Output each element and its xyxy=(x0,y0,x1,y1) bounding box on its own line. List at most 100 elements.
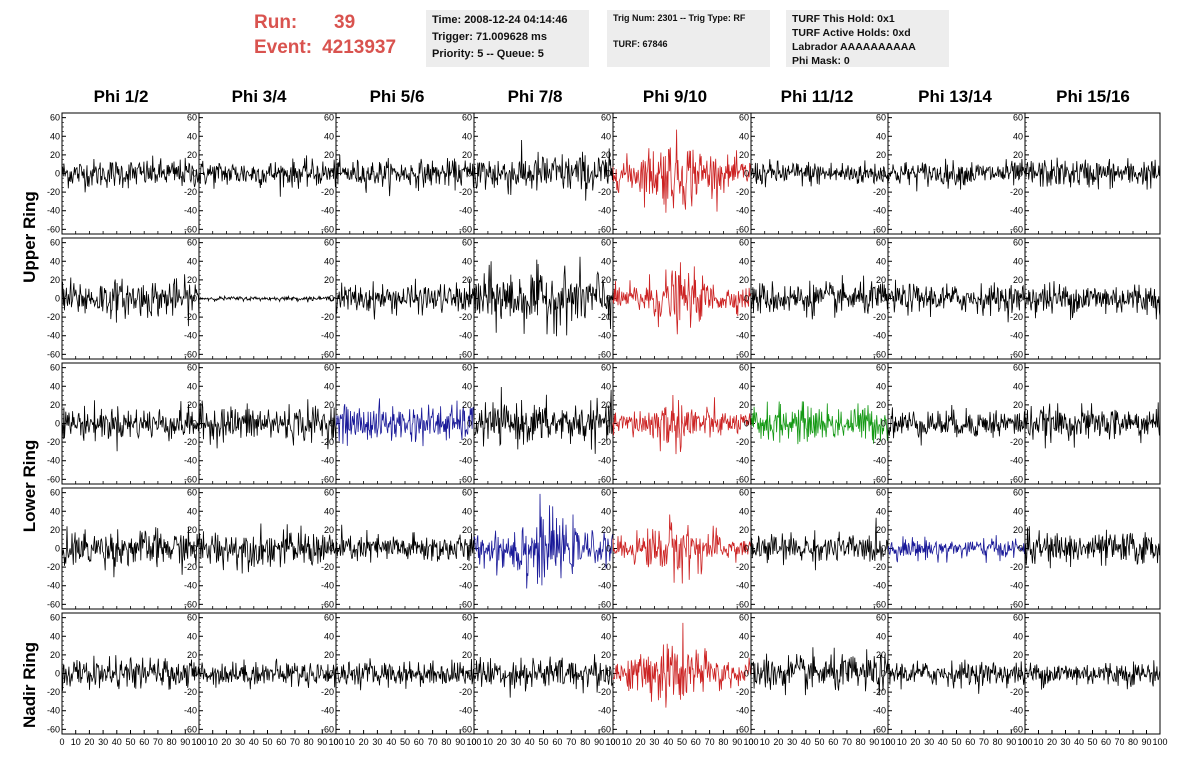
waveform-trace-r1c6 xyxy=(750,159,889,192)
waveform-trace-r1c4 xyxy=(473,139,614,201)
col-header-5: Phi 9/10 xyxy=(642,87,708,106)
x-tick-label: 40 xyxy=(525,737,535,747)
trig-info-box: Trig Num: 2301 -- Trig Type: RF TURF: 67… xyxy=(607,10,770,67)
x-tick-label: 90 xyxy=(455,737,465,747)
y-tick-label: 60 xyxy=(324,363,334,373)
y-tick-label: -20 xyxy=(459,187,472,197)
y-tick-label: 0 xyxy=(467,294,472,304)
y-tick-label: 60 xyxy=(50,113,60,123)
y-tick-label: 0 xyxy=(55,669,60,679)
waveform-trace-r5c1 xyxy=(61,655,200,691)
x-tick-label: 30 xyxy=(372,737,382,747)
y-tick-label: -20 xyxy=(321,562,334,572)
y-tick-label: 60 xyxy=(187,113,197,123)
x-tick-label: 70 xyxy=(566,737,576,747)
y-tick-label: -60 xyxy=(873,349,886,359)
run-event-block: Run: 39 Event: 4213937 xyxy=(254,10,396,60)
x-tick-label: 30 xyxy=(787,737,797,747)
y-tick-label: -60 xyxy=(873,474,886,484)
y-tick-label: -60 xyxy=(736,474,749,484)
x-tick-label: 70 xyxy=(290,737,300,747)
waveform-trace-r2c2 xyxy=(198,294,337,303)
x-tick-label: 40 xyxy=(112,737,122,747)
y-tick-label: 20 xyxy=(601,150,611,160)
y-tick-label: -20 xyxy=(1010,187,1023,197)
event-label: Event: xyxy=(254,37,313,58)
event-row: Event: 4213937 xyxy=(254,35,396,60)
x-tick-label: 90 xyxy=(1141,737,1151,747)
waveform-trace-r4c2 xyxy=(198,523,337,574)
y-tick-label: -20 xyxy=(47,562,60,572)
y-tick-label: 20 xyxy=(187,525,197,535)
waveform-trace-r4c5 xyxy=(612,514,752,584)
y-tick-label: -60 xyxy=(184,224,197,234)
col-header-4: Phi 7/8 xyxy=(507,87,563,106)
y-tick-label: -20 xyxy=(47,687,60,697)
x-tick-label: 40 xyxy=(386,737,396,747)
y-tick-label: -20 xyxy=(459,437,472,447)
x-tick-label: 70 xyxy=(842,737,852,747)
panel-frame-r5c7 xyxy=(887,612,1026,735)
x-tick-label: 40 xyxy=(1074,737,1084,747)
y-tick-label: -40 xyxy=(873,206,886,216)
y-tick-label: 20 xyxy=(50,525,60,535)
y-tick-label: -40 xyxy=(459,206,472,216)
y-tick-label: 0 xyxy=(881,544,886,554)
y-tick-label: 40 xyxy=(324,256,334,266)
y-tick-label: 0 xyxy=(881,669,886,679)
y-tick-label: 40 xyxy=(739,381,749,391)
x-tick-label: 80 xyxy=(441,737,451,747)
x-tick-label: 80 xyxy=(993,737,1003,747)
x-tick-label: 100 xyxy=(466,737,481,747)
waveform-trace-r2c5 xyxy=(612,262,752,335)
waveform-trace-r5c2 xyxy=(198,658,337,690)
x-tick-label: 100 xyxy=(1017,737,1032,747)
x-tick-label: 60 xyxy=(552,737,562,747)
y-tick-label: -60 xyxy=(184,599,197,609)
x-tick-label: 80 xyxy=(1128,737,1138,747)
y-tick-label: -20 xyxy=(184,437,197,447)
waveform-trace-r3c1 xyxy=(61,400,200,452)
y-tick-label: -60 xyxy=(321,724,334,734)
y-tick-label: 0 xyxy=(55,544,60,554)
y-tick-label: 0 xyxy=(192,544,197,554)
y-tick-label: 60 xyxy=(601,363,611,373)
x-tick-label: 100 xyxy=(328,737,343,747)
waveform-trace-r5c5 xyxy=(612,622,752,708)
x-tick-label: 30 xyxy=(511,737,521,747)
y-tick-label: 0 xyxy=(467,419,472,429)
run-label: Run: xyxy=(254,12,298,33)
col-header-8: Phi 15/16 xyxy=(1056,87,1130,106)
y-tick-label: -40 xyxy=(1010,456,1023,466)
y-tick-label: -40 xyxy=(873,456,886,466)
y-tick-label: -60 xyxy=(736,724,749,734)
y-tick-label: -60 xyxy=(321,224,334,234)
x-tick-label: 10 xyxy=(622,737,632,747)
y-tick-label: 40 xyxy=(601,506,611,516)
y-tick-label: 40 xyxy=(876,256,886,266)
y-tick-label: 40 xyxy=(1013,256,1023,266)
y-tick-label: -60 xyxy=(873,224,886,234)
waveform-trace-r5c7 xyxy=(887,659,1026,694)
x-tick-label: 100 xyxy=(191,737,206,747)
run-row: Run: 39 xyxy=(254,10,396,35)
y-tick-label: 60 xyxy=(601,238,611,248)
y-tick-label: 40 xyxy=(50,131,60,141)
x-tick-label: 10 xyxy=(208,737,218,747)
y-tick-label: 0 xyxy=(192,169,197,179)
y-tick-label: -20 xyxy=(184,312,197,322)
y-tick-label: 20 xyxy=(876,525,886,535)
x-tick-label: 30 xyxy=(924,737,934,747)
y-tick-label: -40 xyxy=(47,456,60,466)
y-tick-label: -40 xyxy=(47,581,60,591)
y-tick-label: 40 xyxy=(601,256,611,266)
y-tick-label: -20 xyxy=(184,687,197,697)
y-tick-label: 60 xyxy=(462,613,472,623)
x-tick-label: 50 xyxy=(262,737,272,747)
col-header-3: Phi 5/6 xyxy=(369,87,425,106)
y-tick-label: 40 xyxy=(187,131,197,141)
y-tick-label: 60 xyxy=(50,488,60,498)
y-tick-label: -60 xyxy=(873,724,886,734)
turf-line: TURF: 67846 xyxy=(613,39,668,49)
y-tick-label: -20 xyxy=(736,437,749,447)
